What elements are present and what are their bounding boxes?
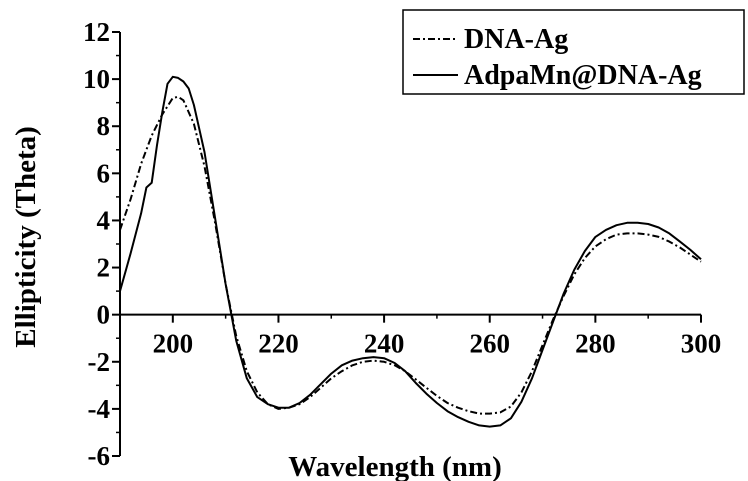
y-tick-label: 10 [83,64,110,94]
y-tick-label: 4 [97,205,111,235]
legend-box [402,9,745,95]
y-tick-label: 6 [97,158,111,188]
y-tick-label: -4 [88,394,111,424]
x-tick-label: 220 [258,329,299,359]
y-tick-label: 8 [97,111,111,141]
x-tick-label: 240 [364,329,405,359]
y-tick-label: -2 [88,347,111,377]
y-tick-label: 2 [97,253,111,283]
ticks: -6 -4 -2 0 2 4 6 8 10 12 200 220 240 260 280 300 [83,17,721,471]
legend-label-dna-ag: DNA-Ag [464,24,568,55]
y-tick-label: 0 [97,300,111,330]
x-tick-label: 300 [681,329,722,359]
x-tick-label: 260 [469,329,510,359]
y-tick-label: -6 [88,441,111,471]
series-line-dna-ag [119,95,702,415]
y-tick-label: 12 [83,17,110,47]
x-tick-label: 280 [575,329,616,359]
legend: DNA-Ag AdpaMn@DNA-Ag [402,9,745,95]
axes [119,32,701,456]
x-axis-title: Wavelength (nm) [288,451,501,481]
legend-label-adpamn-dna-ag: AdpaMn@DNA-Ag [464,60,702,91]
y-axis-title: Ellipticity (Theta) [10,126,42,348]
series-layer [119,75,702,428]
series-line-adpamn-dna-ag [119,75,702,428]
x-tick-label: 200 [153,329,194,359]
